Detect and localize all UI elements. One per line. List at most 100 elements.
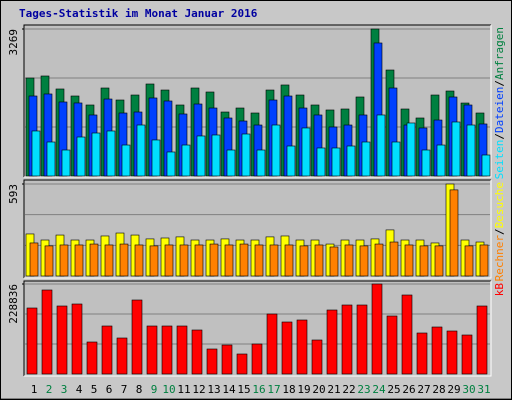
x-tick-label: 21 — [327, 383, 340, 396]
bar — [241, 133, 251, 177]
bar — [281, 321, 293, 375]
bar — [421, 149, 431, 177]
bar — [434, 245, 444, 277]
bar — [221, 344, 233, 375]
x-tick-label: 17 — [267, 383, 280, 396]
bar — [376, 114, 386, 177]
bar — [29, 242, 39, 277]
bar — [404, 244, 414, 277]
plot-bevel — [23, 179, 491, 278]
plot-bevel — [24, 180, 492, 279]
y-tick-label: 3269 — [7, 29, 20, 56]
bar — [251, 343, 263, 375]
bar — [239, 243, 249, 277]
bar — [106, 130, 116, 177]
bar — [416, 332, 428, 375]
bar — [71, 303, 83, 375]
bar — [389, 241, 399, 277]
bar — [61, 149, 71, 177]
plot-bevel — [23, 24, 491, 177]
bar — [26, 307, 38, 375]
x-tick-label: 28 — [432, 383, 445, 396]
x-tick-label: 3 — [61, 383, 68, 396]
bar — [116, 337, 128, 375]
bar — [31, 130, 41, 177]
x-tick-label: 9 — [151, 383, 158, 396]
bar — [301, 127, 311, 177]
bar — [149, 245, 159, 277]
bar — [331, 147, 341, 177]
bar — [361, 141, 371, 177]
bar — [176, 325, 188, 375]
x-tick-label: 1 — [31, 383, 38, 396]
x-tick-label: 31 — [477, 383, 490, 396]
bar — [436, 144, 446, 177]
bar — [466, 124, 476, 177]
legend-entry: Besuche — [493, 182, 506, 228]
bar — [431, 326, 443, 375]
x-tick-label: 30 — [462, 383, 475, 396]
x-tick-label: 27 — [417, 383, 430, 396]
bar — [359, 245, 369, 277]
plot-bevel — [24, 25, 492, 178]
bar — [134, 244, 144, 277]
bar — [104, 244, 114, 277]
bar — [89, 243, 99, 277]
bar — [91, 132, 101, 177]
legend-entry: Anfragen — [493, 27, 506, 80]
bar — [161, 325, 173, 375]
x-tick-label: 13 — [207, 383, 220, 396]
bar — [166, 151, 176, 177]
plot-bevel — [24, 281, 492, 377]
bar — [74, 244, 84, 277]
x-tick-label: 29 — [447, 383, 460, 396]
bar — [226, 149, 236, 177]
legend: kB — [493, 283, 506, 297]
bar — [44, 245, 54, 277]
x-tick-label: 15 — [237, 383, 250, 396]
bar — [211, 134, 221, 177]
bar — [254, 244, 264, 277]
bar — [341, 304, 353, 375]
bar — [446, 330, 458, 375]
x-tick-label: 19 — [297, 383, 310, 396]
bar — [391, 141, 401, 177]
bar — [76, 136, 86, 177]
legend-separator: / — [493, 228, 506, 235]
legend: Seiten/Dateien/Anfragen — [493, 27, 506, 179]
x-tick-label: 18 — [282, 383, 295, 396]
bar — [266, 313, 278, 375]
bar — [419, 245, 429, 277]
x-tick-label: 24 — [372, 383, 386, 396]
x-tick-label: 26 — [402, 383, 415, 396]
bar — [479, 244, 489, 277]
bar — [326, 309, 338, 375]
bar — [164, 244, 174, 277]
y-tick-label: 593 — [7, 184, 20, 204]
x-tick-label: 10 — [162, 383, 175, 396]
bar — [196, 135, 206, 177]
bar — [194, 244, 204, 277]
bar — [284, 244, 294, 277]
chart-title: Tages-Statistik im Monat Januar 2016 — [19, 7, 258, 20]
bar — [311, 339, 323, 375]
bar — [209, 243, 219, 277]
bar — [56, 305, 68, 375]
legend-entry: Seiten — [493, 140, 506, 180]
bar — [296, 319, 308, 375]
legend-entry: Dateien — [493, 87, 506, 133]
x-tick-label: 7 — [121, 383, 128, 396]
bar — [481, 154, 491, 177]
bar — [236, 353, 248, 375]
bar — [224, 244, 234, 277]
bar — [461, 334, 473, 375]
bar — [151, 139, 161, 177]
legend-separator: / — [493, 133, 506, 140]
bar — [206, 348, 218, 375]
legend-entry: Rechner — [493, 235, 506, 282]
bar — [464, 245, 474, 277]
bar — [101, 325, 113, 375]
bar — [46, 141, 56, 177]
x-tick-label: 16 — [252, 383, 265, 396]
